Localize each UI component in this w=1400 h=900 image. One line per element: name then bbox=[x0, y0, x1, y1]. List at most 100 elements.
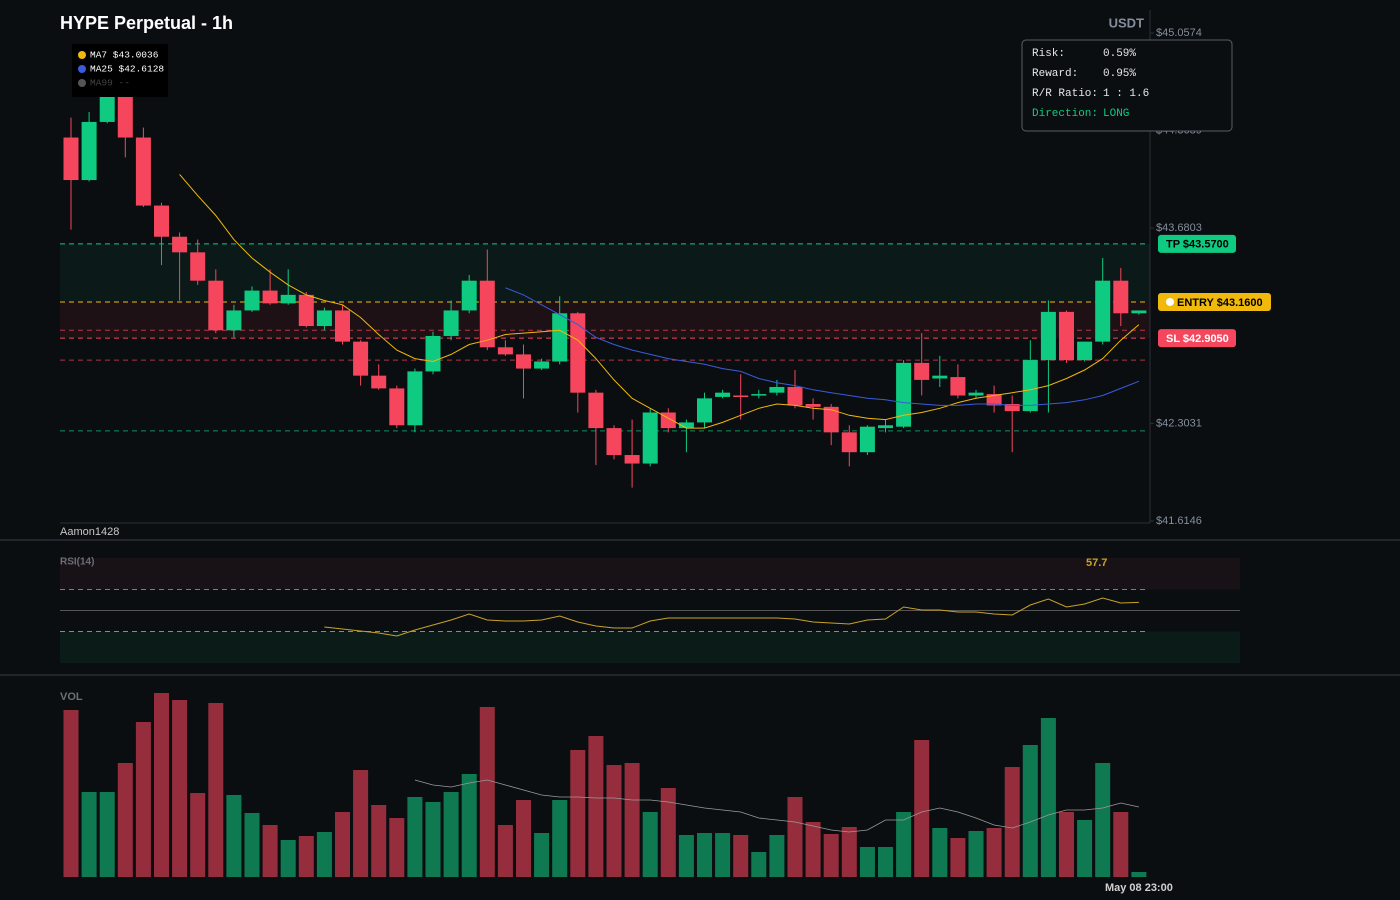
volume-bar bbox=[697, 833, 712, 877]
y-tick-label: $42.3031 bbox=[1156, 417, 1202, 429]
candle-body bbox=[497, 347, 513, 355]
candle-body bbox=[99, 94, 115, 122]
volume-bar bbox=[787, 797, 803, 877]
volume-bar bbox=[1077, 820, 1093, 877]
volume-bar bbox=[823, 834, 839, 877]
panel-title: VOL bbox=[60, 691, 83, 703]
price-badge bbox=[1158, 329, 1236, 348]
background-layer: $45.0574$44.3689$43.6803$42.3031$41.6146 bbox=[60, 27, 1240, 663]
candle-body bbox=[534, 361, 550, 369]
candle-body bbox=[1059, 311, 1074, 361]
info-label: R/R Ratio: bbox=[1032, 88, 1098, 100]
candle-body bbox=[244, 290, 260, 311]
volume-bar bbox=[878, 847, 893, 877]
volume-bar bbox=[425, 802, 441, 877]
overbought-zone bbox=[60, 558, 1240, 590]
candle-body bbox=[389, 388, 405, 426]
candle-body bbox=[624, 455, 640, 464]
volume-bar bbox=[497, 825, 513, 877]
legend-label: MA7 $43.0036 bbox=[90, 50, 159, 61]
candle-body bbox=[859, 426, 875, 453]
candle-body bbox=[588, 392, 604, 429]
moving-average-line bbox=[179, 174, 1140, 429]
candle-body bbox=[190, 252, 206, 281]
candle-body bbox=[172, 236, 188, 253]
volume-bar bbox=[859, 847, 875, 877]
candle-body bbox=[1040, 311, 1056, 361]
volume-bar bbox=[642, 812, 658, 877]
candle-body bbox=[335, 310, 350, 342]
volume-bar bbox=[280, 840, 296, 877]
info-label: Risk: bbox=[1032, 48, 1065, 60]
candle-body bbox=[425, 335, 441, 372]
info-box bbox=[1021, 39, 1233, 132]
candle-body bbox=[968, 392, 984, 396]
volume-bar bbox=[244, 813, 260, 877]
volume-bar bbox=[389, 818, 405, 877]
currency-label: USDT bbox=[1109, 15, 1144, 30]
rsi-line bbox=[324, 597, 1139, 637]
volume-bar bbox=[751, 852, 767, 877]
candle-body bbox=[805, 404, 821, 407]
candle-body bbox=[1113, 280, 1129, 314]
volume-bar bbox=[932, 828, 948, 877]
candle-body bbox=[950, 377, 966, 396]
volume-bar bbox=[190, 793, 206, 877]
volume-bar bbox=[335, 812, 350, 877]
candle-body bbox=[407, 371, 423, 426]
candle-body bbox=[570, 313, 586, 393]
info-value: 0.95% bbox=[1103, 68, 1136, 80]
volume-bar bbox=[1004, 767, 1020, 877]
volume-bar bbox=[1022, 745, 1038, 877]
volume-bar bbox=[678, 835, 694, 877]
x-tick-label: May 08 23:00 bbox=[1105, 882, 1173, 894]
candle-body bbox=[1004, 404, 1020, 412]
panel-title: RSI(14) bbox=[60, 557, 94, 568]
volume-bar bbox=[1059, 812, 1074, 877]
volume-bar bbox=[99, 792, 115, 877]
candle-body bbox=[516, 354, 531, 369]
candle-body bbox=[1095, 280, 1111, 342]
info-value: 0.59% bbox=[1103, 48, 1136, 60]
candle-body bbox=[932, 375, 948, 379]
main-layer: HYPE Perpetual - 1h USDT Aamon1428 RSI(14) 5… bbox=[60, 13, 1173, 894]
volume-bar bbox=[950, 838, 966, 877]
candle-body bbox=[479, 280, 495, 348]
candle-body bbox=[262, 290, 278, 304]
info-label: Direction: bbox=[1032, 108, 1098, 120]
oversold-zone bbox=[60, 631, 1240, 663]
volume-bar bbox=[968, 831, 984, 877]
legend-swatch bbox=[78, 65, 86, 73]
volume-bar bbox=[914, 740, 930, 877]
candle-body bbox=[769, 386, 785, 393]
volume-bar bbox=[606, 765, 622, 877]
volume-bar bbox=[733, 835, 749, 877]
candle-body bbox=[371, 375, 387, 389]
candle-body bbox=[135, 137, 151, 206]
candle-body bbox=[316, 310, 332, 327]
price-badge bbox=[1158, 292, 1271, 311]
volume-bar bbox=[588, 736, 604, 877]
volume-bar bbox=[896, 812, 912, 877]
candle-body bbox=[117, 94, 133, 138]
candle-body bbox=[642, 412, 658, 464]
info-value: LONG bbox=[1103, 108, 1129, 120]
volume-bar bbox=[534, 833, 550, 877]
volume-bar bbox=[841, 827, 857, 877]
candle-body bbox=[787, 386, 803, 406]
price-badge-label: SL $42.9050 bbox=[1166, 333, 1229, 345]
candle-body bbox=[1022, 360, 1038, 412]
volume-bar bbox=[461, 774, 477, 877]
candle-body bbox=[154, 205, 169, 237]
volume-bar bbox=[81, 792, 97, 877]
volume-bar bbox=[516, 800, 531, 877]
candle-body bbox=[1131, 310, 1147, 314]
rsi-current-value: 57.7 bbox=[1086, 557, 1107, 569]
volume-bar bbox=[443, 792, 459, 877]
volume-bar bbox=[262, 825, 278, 877]
info-label: Reward: bbox=[1032, 68, 1078, 80]
chart-title: HYPE Perpetual - 1h bbox=[60, 13, 233, 33]
candle-body bbox=[298, 294, 314, 327]
legend-swatch bbox=[78, 79, 86, 87]
